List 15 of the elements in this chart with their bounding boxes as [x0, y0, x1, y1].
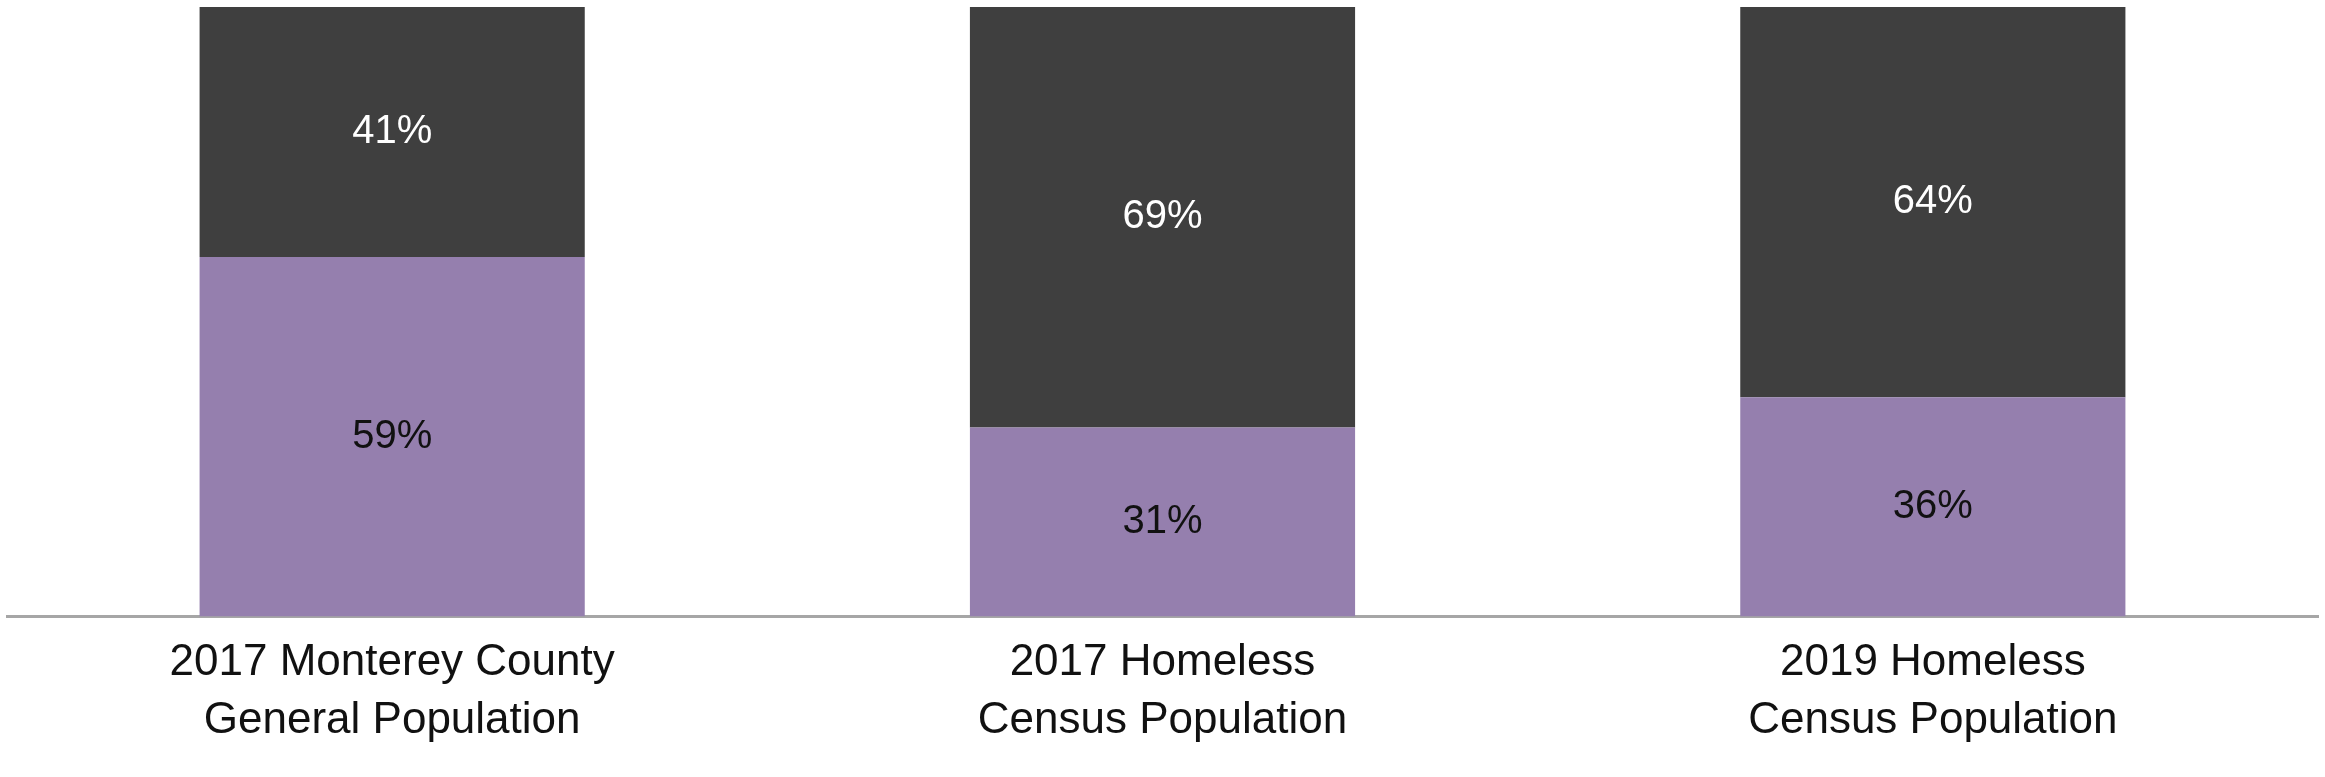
bar — [199, 7, 585, 257]
data-label: 69% — [1122, 192, 1203, 237]
data-label: 64% — [1892, 177, 1973, 222]
bar — [1740, 397, 2126, 617]
bar — [199, 256, 585, 617]
x-tick-label: 2017 Monterey County General Population — [169, 635, 615, 742]
bar — [969, 427, 1356, 617]
data-label: 59% — [352, 411, 433, 456]
x-tick-label: 2019 Homeless Census Population — [1748, 635, 2118, 742]
bar — [1740, 7, 2126, 398]
data-label: 31% — [1122, 497, 1203, 542]
data-label: 36% — [1892, 481, 1973, 526]
x-tick-label: 2017 Homeless Census Population — [977, 635, 1348, 742]
bar — [969, 7, 1356, 428]
data-label: 41% — [352, 107, 433, 151]
